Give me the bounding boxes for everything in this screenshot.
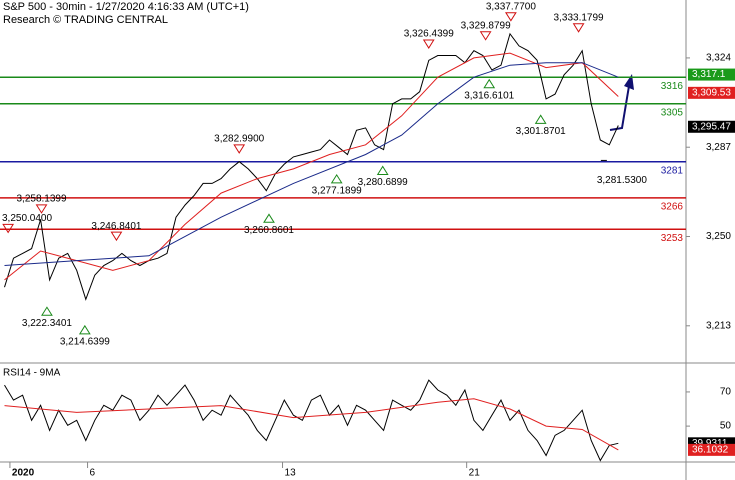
low-label: 3,214.6399 [60,336,110,347]
chart-subtitle: Research © TRADING CENTRAL [3,14,168,26]
high-label: 3,258.1399 [16,194,66,205]
low-label: 3,260.8601 [244,225,294,236]
x-tick-label: 21 [469,468,481,479]
y-tick-label: 50 [720,421,732,432]
low-label: 3,281.5300 [597,175,647,186]
low-label: 3,280.6899 [358,177,408,188]
low-label: 3,222.3401 [22,318,72,329]
series-line [4,379,619,462]
arrow-line [609,79,631,131]
x-tick-label: 2020 [12,468,35,479]
price-tag [688,86,735,99]
price-tag-label: 39.9311 [692,438,728,449]
chart-title: S&P 500 - 30min - 1/27/2020 4:16:33 AM (… [3,1,249,13]
high-marker [422,39,435,49]
low-marker [534,114,547,124]
low-label: 3,301.8701 [516,126,566,137]
low-marker [483,78,496,89]
series-line [4,32,619,301]
high-marker [504,12,517,22]
rsi-title: RSI14 - 9MA [3,368,61,379]
low-marker [78,324,91,335]
high-label: 3,326.4399 [404,29,454,40]
low-marker [376,165,389,175]
low-marker [330,173,343,184]
high-label: 3,337.7700 [486,1,536,12]
high-marker [35,204,48,214]
arrow-head [624,74,634,90]
moving-average [4,398,619,451]
y-tick-label: 3,250 [706,231,731,242]
high-marker [2,223,15,234]
low-label: 3,277.1899 [312,186,362,197]
high-marker [233,144,246,154]
x-tick-label: 13 [285,468,297,479]
high-label: 3,329.8799 [461,20,511,31]
high-marker [572,23,585,33]
price-tag-label: 3,295.47 [692,121,731,132]
forecast-arrow [609,74,634,131]
moving-average [4,62,619,266]
high-label: 3,250.0400 [2,213,52,224]
moving-average [4,52,619,281]
high-marker [110,231,123,242]
price-tag [688,443,735,456]
low-marker [263,213,275,223]
high-label: 3,246.8401 [91,221,141,232]
y-tick-label: 3,287 [706,142,731,153]
low-label: 3,316.6101 [464,90,514,101]
x-tick-label: 6 [90,468,96,479]
high-label: 3,333.1799 [554,12,604,23]
high-label: 3,282.9900 [214,134,264,145]
level-label: 3253 [661,233,684,244]
low-marker [41,306,53,316]
y-tick-label: 3,324 [706,53,731,64]
price-tag [688,68,735,81]
level-label: 3281 [661,165,684,176]
price-tag-label: 36.1032 [692,445,729,456]
level-label: 3266 [661,202,684,213]
price-tag-label: 3,317.1 [692,69,726,80]
high-marker [479,31,492,41]
level-label: 3316 [661,81,684,92]
price-tag [688,120,735,133]
level-label: 3305 [661,107,684,118]
y-tick-label: 70 [720,387,732,398]
y-tick-label: 3,213 [706,320,731,331]
price-tag-label: 3,309.53 [692,87,731,98]
